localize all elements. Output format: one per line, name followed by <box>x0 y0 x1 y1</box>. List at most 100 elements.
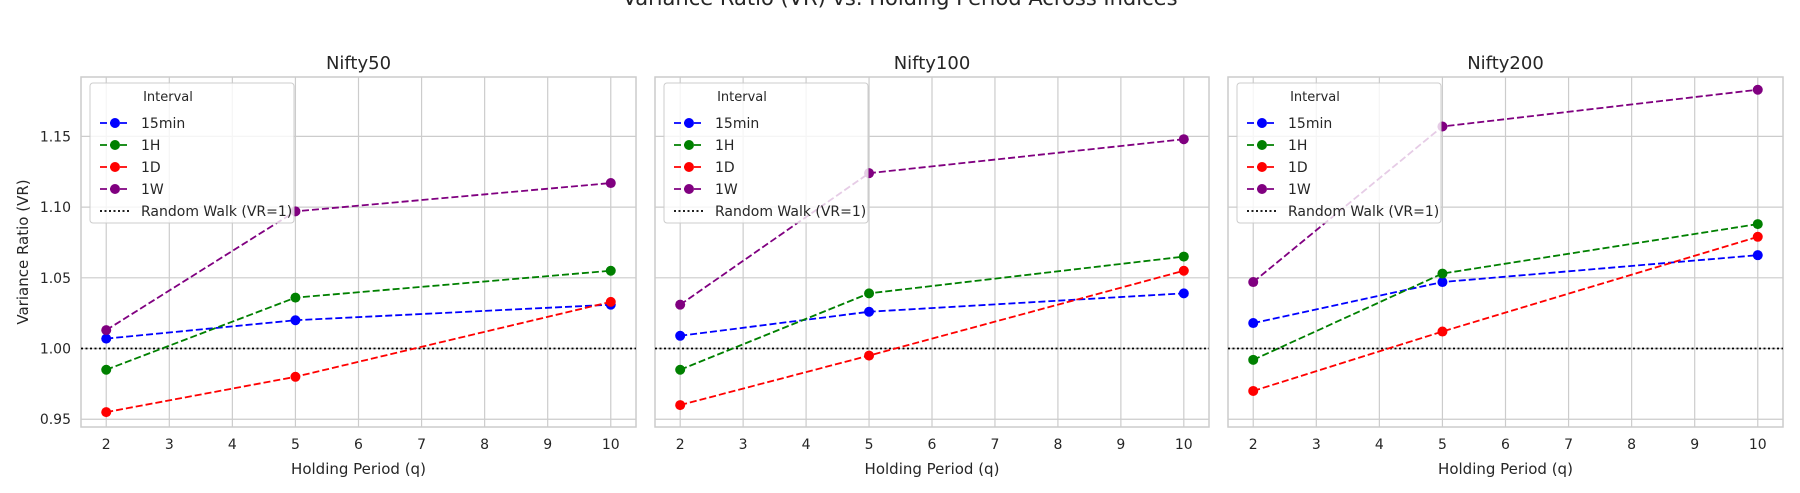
x-tick-label: 7 <box>1564 437 1573 453</box>
data-point-15min <box>101 333 112 344</box>
x-tick-label: 8 <box>480 437 489 453</box>
data-point-1h <box>290 292 301 303</box>
data-point-1h <box>1178 251 1189 262</box>
x-tick-label: 5 <box>291 437 300 453</box>
legend-marker-1h <box>684 140 694 150</box>
x-tick-label: 2 <box>102 437 111 453</box>
legend-label-1d: 1D <box>715 160 735 176</box>
data-point-1w <box>1752 84 1763 95</box>
data-point-1d <box>1437 326 1448 337</box>
x-tick-label: 7 <box>417 437 426 453</box>
x-tick-label: 9 <box>1690 437 1699 453</box>
legend-label-reference: Random Walk (VR=1) <box>141 204 292 220</box>
x-tick-label: 6 <box>928 437 937 453</box>
legend-marker-1d <box>1257 162 1267 172</box>
legend-box <box>663 82 869 224</box>
panel-title: Nifty200 <box>1467 53 1544 74</box>
x-tick-label: 10 <box>602 437 620 453</box>
data-point-1h <box>605 265 616 276</box>
data-point-15min <box>1437 277 1448 288</box>
legend-label-1h: 1H <box>1288 138 1307 154</box>
x-tick-label: 9 <box>1116 437 1125 453</box>
x-tick-label: 3 <box>739 437 748 453</box>
x-tick-label: 6 <box>354 437 363 453</box>
legend: Interval 15min 1H 1D 1W Random Walk (VR=1) <box>89 82 295 224</box>
legend-label-15min: 15min <box>1288 116 1332 132</box>
legend-marker-1h <box>110 140 120 150</box>
data-point-15min <box>1248 318 1259 329</box>
legend-marker-15min <box>1257 118 1267 128</box>
x-tick-label: 10 <box>1175 437 1193 453</box>
legend-label-15min: 15min <box>141 116 185 132</box>
legend-box <box>89 82 295 224</box>
data-point-1w <box>605 178 616 189</box>
data-point-1h <box>101 364 112 375</box>
x-axis-label: Holding Period (q) <box>291 460 426 478</box>
data-point-1h <box>1752 219 1763 230</box>
legend: Interval 15min 1H 1D 1W Random Walk (VR=1) <box>663 82 869 224</box>
legend-label-1w: 1W <box>715 182 738 198</box>
data-point-15min <box>1178 288 1189 299</box>
x-tick-label: 4 <box>802 437 811 453</box>
legend-marker-15min <box>684 118 694 128</box>
data-point-15min <box>864 306 875 317</box>
data-point-1w <box>675 299 686 310</box>
data-point-1h <box>1248 354 1259 365</box>
panel-nifty200: 2 3 4 5 6 7 8 9 10 Nifty200 Holding Period (q) Inte… <box>1227 53 1784 478</box>
data-point-1w <box>101 325 112 336</box>
legend-label-1h: 1H <box>715 138 734 154</box>
data-point-1w <box>1248 277 1259 288</box>
legend-label-15min: 15min <box>715 116 759 132</box>
data-point-15min <box>1752 250 1763 261</box>
x-tick-label: 3 <box>165 437 174 453</box>
data-point-1d <box>290 371 301 382</box>
y-tick-label: 1.15 <box>40 129 71 145</box>
series-line-1h <box>1252 223 1758 361</box>
x-tick-label: 2 <box>1249 437 1258 453</box>
x-tick-label: 3 <box>1312 437 1321 453</box>
legend-title: Interval <box>1290 90 1340 105</box>
x-tick-label: 8 <box>1053 437 1062 453</box>
x-tick-label: 5 <box>1438 437 1447 453</box>
x-axis-label: Holding Period (q) <box>865 460 1000 478</box>
data-point-1d <box>1178 265 1189 276</box>
x-tick-label: 8 <box>1627 437 1636 453</box>
legend-label-1w: 1W <box>1288 182 1311 198</box>
data-point-1d <box>1752 231 1763 242</box>
x-tick-label: 4 <box>1375 437 1384 453</box>
legend-label-reference: Random Walk (VR=1) <box>715 204 866 220</box>
legend-label-reference: Random Walk (VR=1) <box>1288 204 1439 220</box>
data-point-1h <box>864 288 875 299</box>
panel-title: Nifty50 <box>326 53 391 74</box>
legend-label-1d: 1D <box>1288 160 1308 176</box>
legend-marker-1w <box>684 184 694 194</box>
legend-label-1w: 1W <box>141 182 164 198</box>
x-tick-label: 9 <box>543 437 552 453</box>
legend-marker-1d <box>110 162 120 172</box>
plot-frame <box>654 76 1210 428</box>
x-tick-label: 2 <box>676 437 685 453</box>
data-point-1w <box>1178 134 1189 145</box>
legend-title: Interval <box>143 90 193 105</box>
x-tick-label: 10 <box>1749 437 1767 453</box>
panel-title: Nifty100 <box>894 53 971 74</box>
y-tick-label: 0.95 <box>40 412 71 428</box>
legend-title: Interval <box>717 90 767 105</box>
y-tick-label: 1.05 <box>40 271 71 287</box>
legend-label-1h: 1H <box>141 138 160 154</box>
panel-nifty50: 2 3 4 5 6 7 8 9 10 0.95 1.00 1.05 1.10 1.15 Nifty50 Hol… <box>14 53 637 478</box>
legend-label-1d: 1D <box>141 160 161 176</box>
legend-marker-1w <box>110 184 120 194</box>
legend: Interval 15min 1H 1D 1W Random Walk (VR=1) <box>1236 82 1442 224</box>
y-axis-label: Variance Ratio (VR) <box>14 179 32 324</box>
legend-marker-15min <box>110 118 120 128</box>
data-point-1d <box>605 296 616 307</box>
x-axis-label: Holding Period (q) <box>1438 460 1573 478</box>
data-point-1d <box>101 407 112 418</box>
legend-marker-1h <box>1257 140 1267 150</box>
data-point-15min <box>290 315 301 326</box>
legend-marker-1d <box>684 162 694 172</box>
figure-suptitle: Variance Ratio (VR) vs. Holding Period A… <box>622 0 1177 10</box>
data-point-1d <box>1248 385 1259 396</box>
